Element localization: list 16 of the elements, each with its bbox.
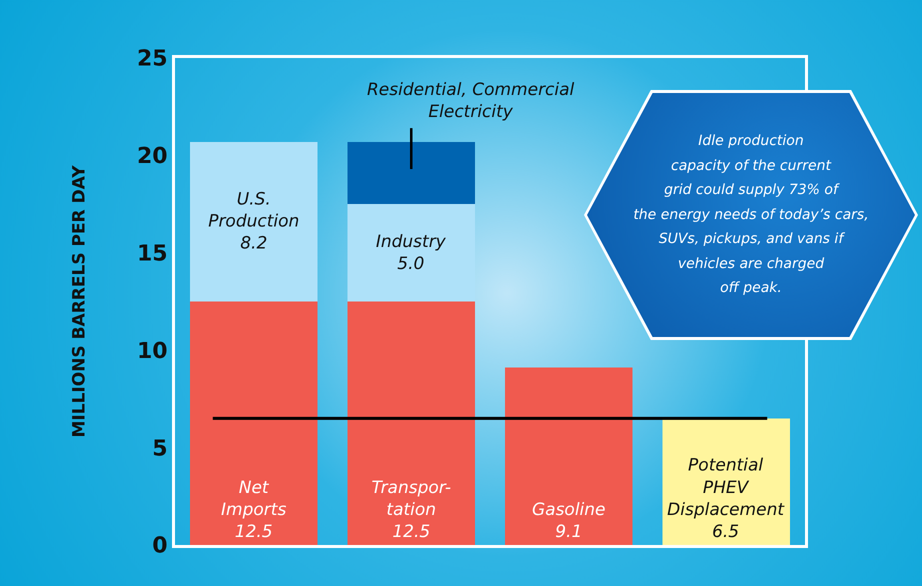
- y-tick-label: 25: [136, 46, 168, 72]
- annotation: Residential, Commercial Electricity: [367, 80, 575, 122]
- y-tick-label: 15: [136, 242, 168, 266]
- y-tick-label: 20: [136, 144, 168, 170]
- data-label: Gasoline 9.1: [532, 500, 606, 542]
- y-tick-label: 5: [152, 436, 168, 462]
- y-tick-label: 10: [136, 338, 168, 364]
- y-tick-label: 0: [152, 534, 168, 559]
- data-label: Potential PHEV Displacement 6.5: [667, 456, 786, 542]
- data-label: U.S. Production 8.2: [208, 190, 300, 254]
- data-label: Transpor- tation 12.5: [372, 478, 451, 542]
- data-label: Industry 5.0: [376, 232, 447, 274]
- y-axis-title: MILLIONS BARRELS PER DAY: [70, 164, 90, 438]
- hexagon-callout: Idle production capacity of the current grid could supply 73% of the energy needs of today’s cars, SUVs, pickups, and vans if vehicles are charged off peak.: [584, 90, 918, 340]
- annotation: Idle production capacity of the current grid could supply 73% of the energy needs of today’s cars, SUVs, pickups, and vans if vehicles are charged off peak.: [633, 132, 869, 298]
- data-label: Net Imports 12.5: [221, 478, 286, 542]
